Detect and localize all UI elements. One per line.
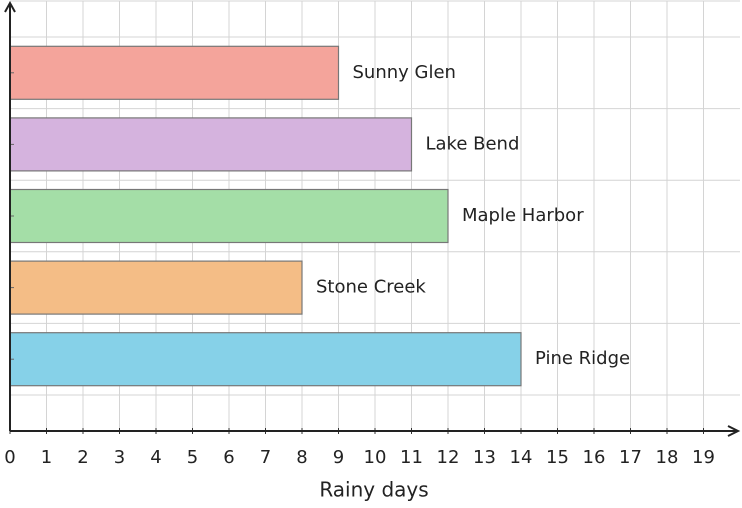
x-tick-label: 6 xyxy=(223,447,234,468)
bar-label: Pine Ridge xyxy=(535,348,630,369)
x-tick-label: 15 xyxy=(546,447,569,468)
bar xyxy=(9,188,449,244)
x-tick-label: 18 xyxy=(656,447,679,468)
bar-label: Maple Harbor xyxy=(462,205,584,226)
bar-label: Sunny Glen xyxy=(353,62,456,83)
x-tick-label: 3 xyxy=(114,447,125,468)
x-tick-label: 1 xyxy=(41,447,52,468)
x-tick-label: 5 xyxy=(187,447,198,468)
x-tick-label: 17 xyxy=(619,447,642,468)
x-tick-label: 10 xyxy=(364,447,387,468)
bar xyxy=(9,260,303,315)
x-tick-label: 7 xyxy=(260,447,271,468)
x-tick-label: 14 xyxy=(510,447,533,468)
bar xyxy=(9,332,522,387)
x-tick-label: 9 xyxy=(333,447,344,468)
x-tick-label: 8 xyxy=(296,447,307,468)
x-tick-label: 4 xyxy=(150,447,161,468)
x-tick-label: 16 xyxy=(583,447,606,468)
x-tick-label: 12 xyxy=(437,447,460,468)
x-tick-label: 0 xyxy=(4,447,15,468)
x-tick-label: 19 xyxy=(692,447,715,468)
bar-label: Stone Creek xyxy=(316,277,426,298)
x-tick-label: 2 xyxy=(77,447,88,468)
y-axis-arrow xyxy=(4,0,16,13)
x-axis-arrow xyxy=(727,425,741,437)
x-tick-label: 13 xyxy=(473,447,496,468)
bar xyxy=(9,45,340,100)
x-tick-label: 11 xyxy=(400,447,423,468)
x-axis-label: Rainy days xyxy=(319,478,428,502)
bar-label: Lake Bend xyxy=(426,133,520,154)
bar xyxy=(9,117,413,172)
